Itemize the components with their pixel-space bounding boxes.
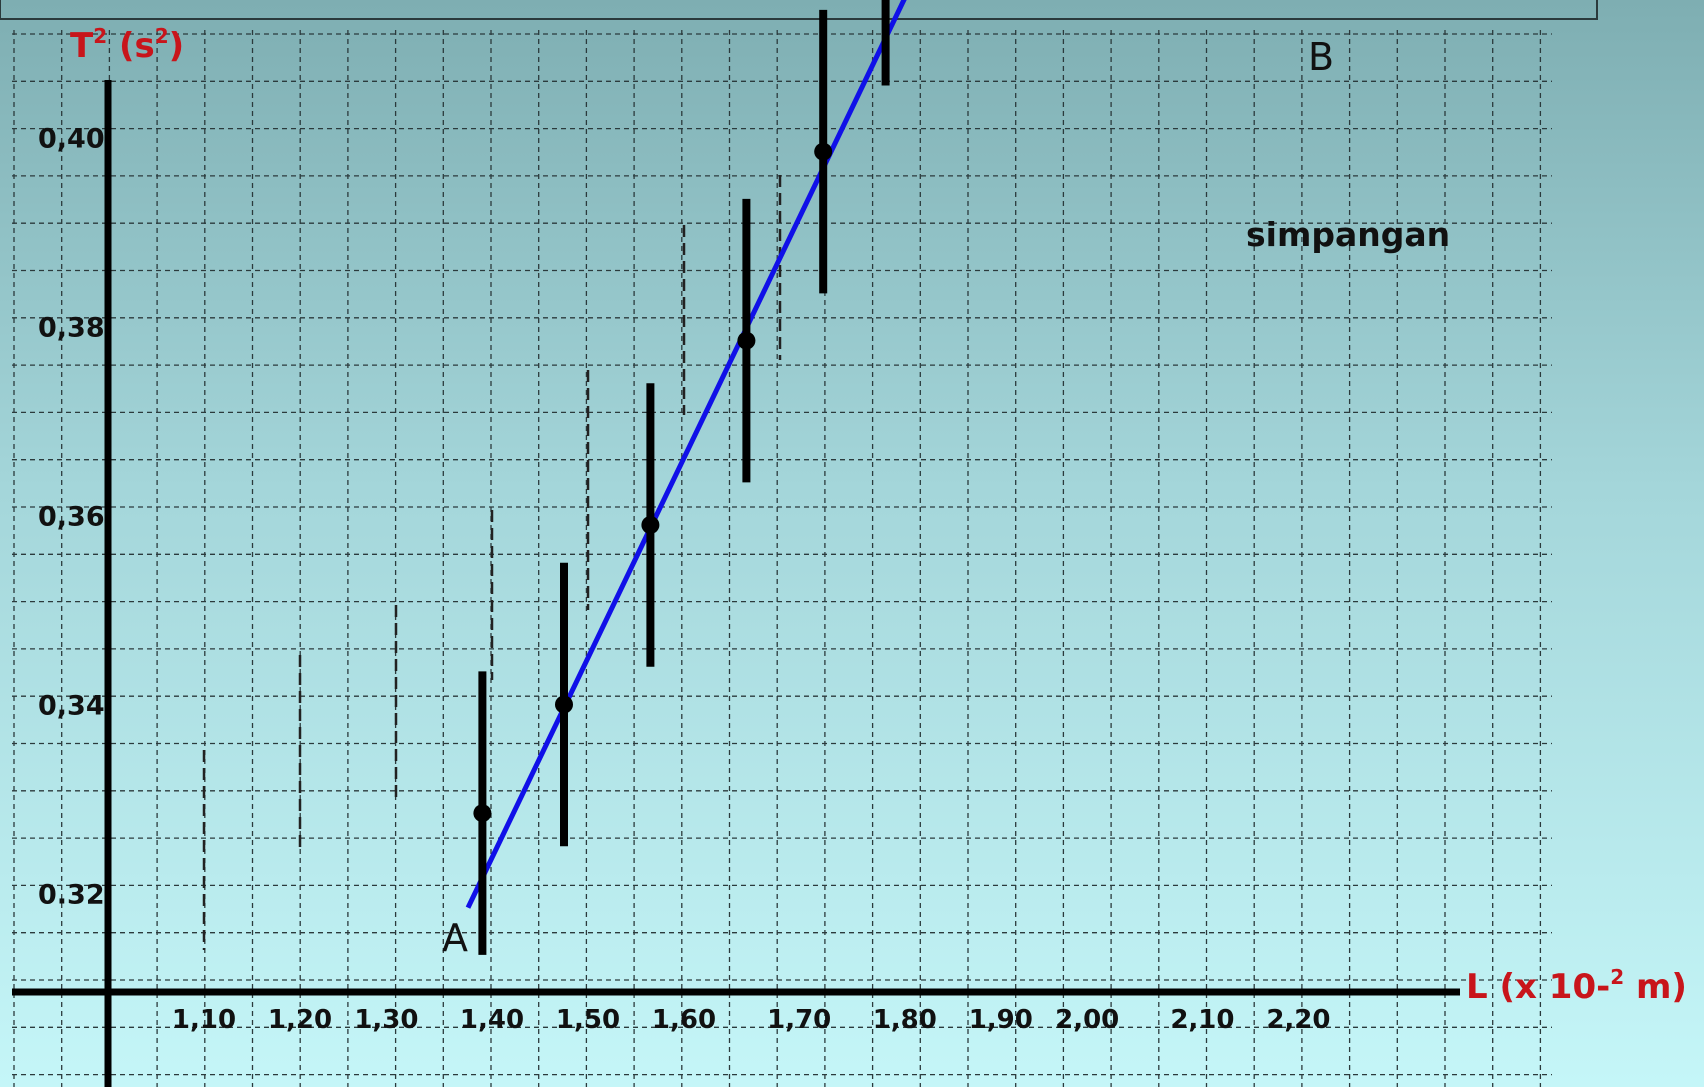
data-point	[737, 331, 756, 350]
x-tick-label: 2,20	[1266, 1005, 1330, 1035]
x-tick-label: 2,10	[1170, 1005, 1234, 1035]
error-bars	[478, 0, 890, 955]
y-tick-label: 0,40	[38, 124, 105, 155]
y-tick-label: 0,34	[38, 691, 105, 722]
data-point	[814, 142, 833, 161]
point-b-label: B	[1308, 35, 1334, 79]
top-frame	[0, 0, 1598, 20]
x-tick-labels: 1,10 1,20 1,30 1,40 1,50 1,60 1,70 1,80 1,90 2,00…	[172, 1005, 1331, 1035]
y-tick-label: 0,38	[38, 313, 105, 344]
data-point	[641, 515, 660, 534]
x-tick-label: 1,30	[354, 1005, 418, 1035]
guide-dashes	[202, 175, 782, 950]
x-tick-label: 1,90	[969, 1005, 1033, 1035]
simpangan-note: simpangan	[1246, 215, 1450, 254]
x-tick-label: 1,80	[873, 1005, 937, 1035]
x-tick-label: 1,50	[556, 1005, 620, 1035]
x-tick-label: 1,40	[460, 1005, 524, 1035]
fit-line	[465, 0, 907, 909]
data-points	[473, 142, 833, 823]
y-axis-title: T2 (s2)	[70, 24, 184, 66]
x-axis-title: L (x 10-2 m)	[1466, 965, 1687, 1007]
x-tick-label: 1,60	[652, 1005, 716, 1035]
point-a-label: A	[442, 916, 468, 960]
data-point	[555, 695, 573, 714]
x-tick-label: 2,00	[1055, 1005, 1119, 1035]
data-point	[473, 804, 492, 823]
x-tick-label: 1,10	[172, 1005, 236, 1035]
y-tick-label: 0.32	[38, 880, 105, 911]
x-tick-label: 1,20	[268, 1005, 332, 1035]
y-tick-labels: 0.320,340,360,380,400,420,440.460,480.50	[38, 124, 105, 911]
grid	[12, 30, 1552, 1087]
x-tick-label: 1,70	[767, 1005, 831, 1035]
y-tick-label: 0,36	[38, 502, 105, 533]
